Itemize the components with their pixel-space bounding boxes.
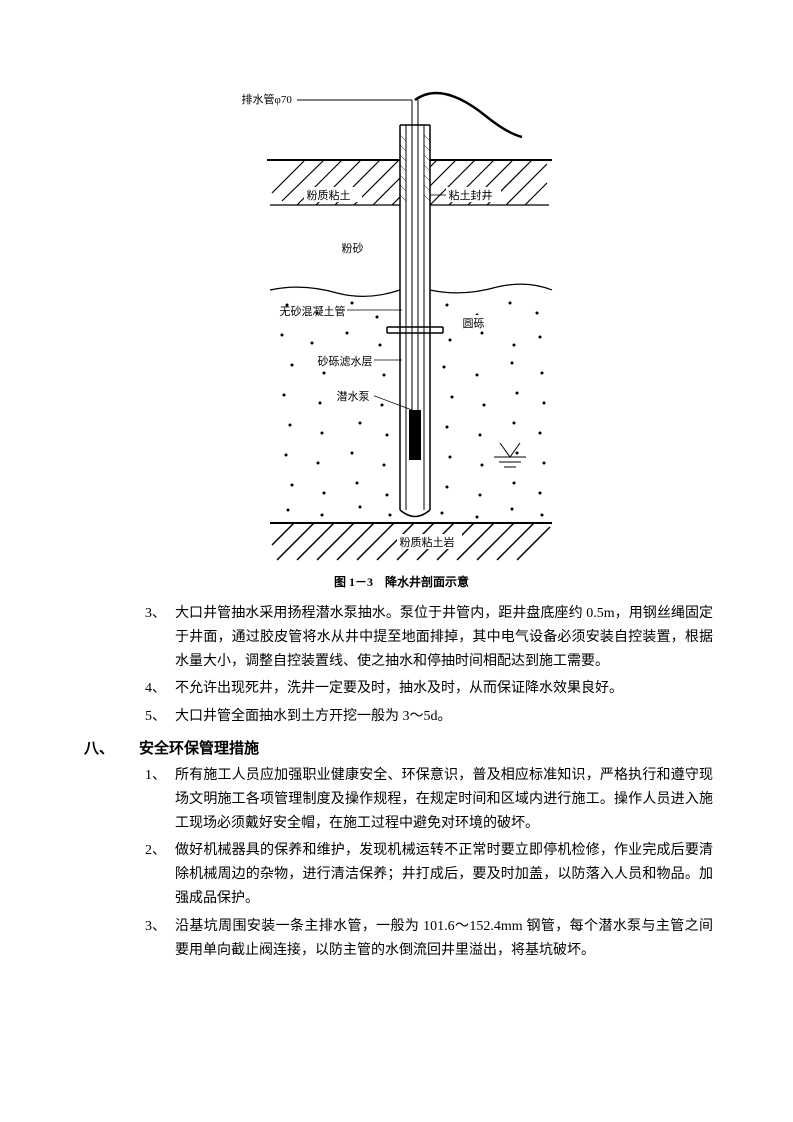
label-concrete-pipe: 无砂混凝土管 [280,303,346,319]
well-section-diagram: 排水管φ70 粉质粘土 粘土封井 粉砂 无砂混凝土管 圆砾 砂砾滤水层 潜水泵 … [242,65,562,565]
list-num: 1、 [145,764,175,835]
section-num: 八、 [84,737,139,758]
section-title: 安全环保管理措施 [139,737,713,758]
list-text: 大口井管抽水采用扬程潜水泵抽水。泵位于井管内，距井盘底座约 0.5m，用钢丝绳固… [175,602,713,673]
list-item: 5、 大口井管全面抽水到土方开挖一般为 3～5d。 [145,705,713,729]
label-pump: 潜水泵 [337,388,370,404]
list-section-b: 1、 所有施工人员应加强职业健康安全、环保意识，普及相应标准知识，严格执行和遵守… [145,764,713,962]
list-text: 大口井管全面抽水到土方开挖一般为 3～5d。 [175,705,713,729]
list-section-a: 3、 大口井管抽水采用扬程潜水泵抽水。泵位于井管内，距井盘底座约 0.5m，用钢… [145,602,713,729]
list-text: 做好机械器具的保养和维护，发现机械运转不正常时要立即停机检修，作业完成后要清除机… [175,839,713,910]
figure-caption: 图 1－3 降水井剖面示意 [90,573,713,590]
list-item: 3、 大口井管抽水采用扬程潜水泵抽水。泵位于井管内，距井盘底座约 0.5m，用钢… [145,602,713,673]
list-num: 4、 [145,677,175,701]
list-num: 5、 [145,705,175,729]
list-item: 3、 沿基坑周围安装一条主排水管，一般为 101.6～152.4mm 钢管，每个… [145,915,713,963]
list-item: 2、 做好机械器具的保养和维护，发现机械运转不正常时要立即停机检修，作业完成后要… [145,839,713,910]
label-clay-seal: 粘土封井 [449,187,493,203]
label-filter-layer: 砂砾滤水层 [318,353,373,369]
label-drain-pipe: 排水管φ70 [242,91,292,107]
list-text: 所有施工人员应加强职业健康安全、环保意识，普及相应标准知识，严格执行和遵守现场文… [175,764,713,835]
section-8-header: 八、 安全环保管理措施 [84,737,713,758]
label-fine-sand: 粉砂 [342,240,364,256]
label-clay-left: 粉质粘土 [307,187,351,203]
list-text: 不允许出现死井，洗井一定要及时，抽水及时，从而保证降水效果良好。 [175,677,713,701]
label-gravel: 圆砾 [463,315,485,331]
label-clay-rock: 粉质粘土岩 [400,534,455,550]
list-num: 3、 [145,602,175,673]
figure-container: 排水管φ70 粉质粘土 粘土封井 粉砂 无砂混凝土管 圆砾 砂砾滤水层 潜水泵 … [90,65,713,565]
list-num: 2、 [145,839,175,910]
list-item: 4、 不允许出现死井，洗井一定要及时，抽水及时，从而保证降水效果良好。 [145,677,713,701]
list-text: 沿基坑周围安装一条主排水管，一般为 101.6～152.4mm 钢管，每个潜水泵… [175,915,713,963]
list-num: 3、 [145,915,175,963]
list-item: 1、 所有施工人员应加强职业健康安全、环保意识，普及相应标准知识，严格执行和遵守… [145,764,713,835]
